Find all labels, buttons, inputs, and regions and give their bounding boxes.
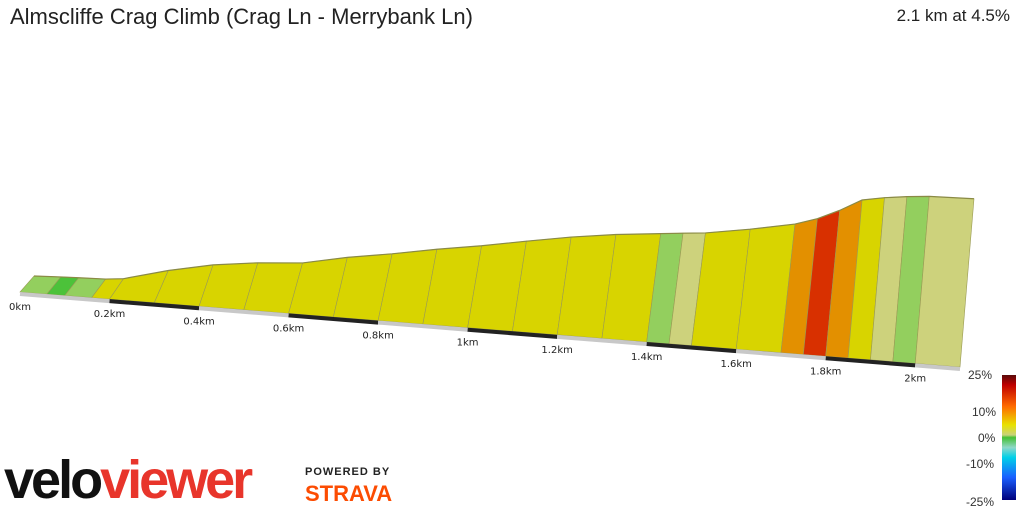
logo-viewer: viewer [100, 450, 253, 510]
x-tick-label: 0.4km [183, 316, 214, 327]
axis-band [556, 334, 647, 346]
legend-label-10: 10% [972, 405, 997, 419]
x-tick-label: 0.2km [94, 309, 125, 320]
veloviewer-logo: veloviewer [4, 450, 253, 510]
page-title: Almscliffe Crag Climb (Crag Ln - Merryba… [10, 4, 473, 29]
profile-segments [19, 196, 975, 368]
x-tick-label: 0km [9, 302, 31, 313]
axis-band [377, 320, 468, 332]
axis-band [646, 342, 737, 354]
profile-top-edge [33, 195, 975, 280]
axis-band [109, 299, 200, 311]
axis-band [915, 363, 961, 371]
axis-band [198, 306, 289, 318]
axis-band [19, 292, 110, 304]
x-tick-label: 0.8km [362, 331, 393, 342]
powered-by-label: POWERED BY [305, 466, 391, 478]
x-tick-label: 1.4km [631, 352, 662, 363]
strava-logo: STRAVA [305, 481, 393, 506]
legend-label-minus-25: -25% [966, 495, 995, 509]
x-tick-label: 1.2km [541, 345, 572, 356]
axis-band [736, 349, 826, 361]
legend-label-25: 25% [968, 368, 993, 382]
x-tick-label: 0.6km [273, 323, 304, 334]
legend-label-minus-10: -10% [966, 457, 995, 471]
x-tick-label: 1km [457, 338, 479, 349]
distance-axis: 0km 0.2km 0.4km 0.6km 0.8km 1km 1.2km 1.4km 1.6k… [9, 292, 961, 384]
climb-summary: 2.1 km at 4.5% [896, 6, 1010, 25]
x-tick-label: 1.8km [810, 366, 841, 377]
x-tick-label: 2km [904, 373, 926, 384]
axis-band [825, 356, 916, 368]
axis-band [467, 327, 558, 339]
logo-velo: velo [4, 450, 103, 510]
x-tick-label: 1.6km [720, 359, 751, 370]
legend-label-0: 0% [978, 431, 996, 445]
gradient-legend-bar [1002, 375, 1016, 500]
axis-band [288, 313, 379, 325]
